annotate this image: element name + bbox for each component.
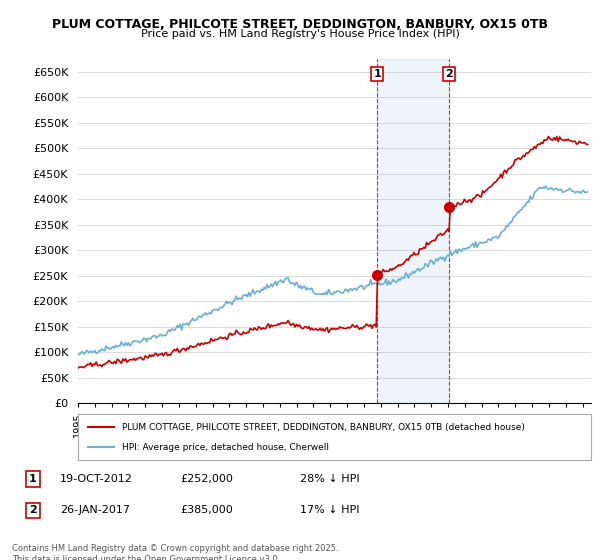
- Text: Contains HM Land Registry data © Crown copyright and database right 2025.
This d: Contains HM Land Registry data © Crown c…: [12, 544, 338, 560]
- Text: 19-OCT-2012: 19-OCT-2012: [60, 474, 133, 484]
- Text: 1: 1: [29, 474, 37, 484]
- Text: 2: 2: [445, 69, 453, 79]
- Text: 2: 2: [29, 505, 37, 515]
- Text: 28% ↓ HPI: 28% ↓ HPI: [300, 474, 359, 484]
- Text: 17% ↓ HPI: 17% ↓ HPI: [300, 505, 359, 515]
- Bar: [377, 59, 449, 403]
- Text: 26-JAN-2017: 26-JAN-2017: [60, 505, 130, 515]
- Text: 1: 1: [374, 69, 381, 79]
- Text: Price paid vs. HM Land Registry's House Price Index (HPI): Price paid vs. HM Land Registry's House …: [140, 29, 460, 39]
- Text: PLUM COTTAGE, PHILCOTE STREET, DEDDINGTON, BANBURY, OX15 0TB: PLUM COTTAGE, PHILCOTE STREET, DEDDINGTO…: [52, 18, 548, 31]
- Text: HPI: Average price, detached house, Cherwell: HPI: Average price, detached house, Cher…: [122, 443, 329, 452]
- Text: £252,000: £252,000: [180, 474, 233, 484]
- Text: £385,000: £385,000: [180, 505, 233, 515]
- Text: PLUM COTTAGE, PHILCOTE STREET, DEDDINGTON, BANBURY, OX15 0TB (detached house): PLUM COTTAGE, PHILCOTE STREET, DEDDINGTO…: [122, 423, 524, 432]
